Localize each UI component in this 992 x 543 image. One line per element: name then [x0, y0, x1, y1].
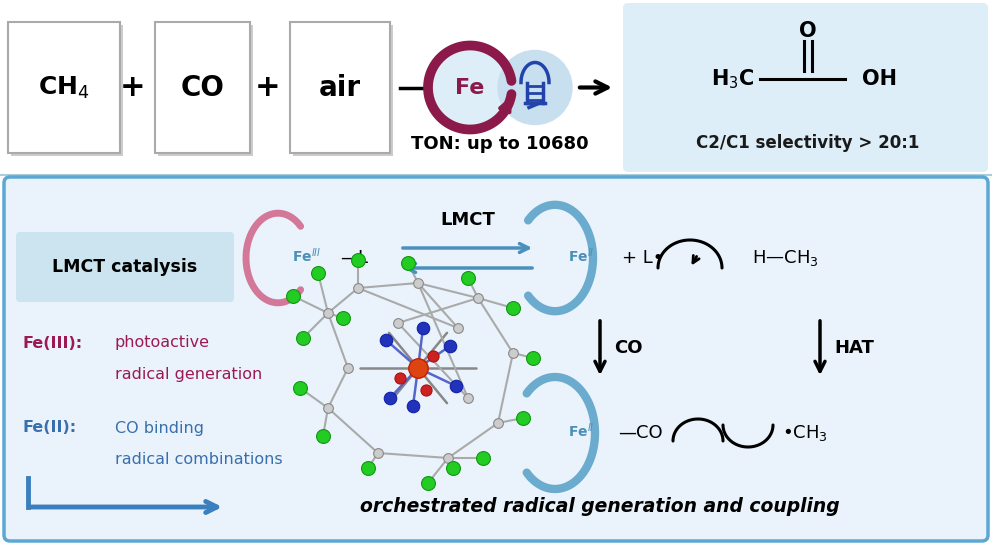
- Bar: [290, 22, 390, 153]
- Text: + L•: + L•: [622, 249, 664, 267]
- Text: C2/C1 selectivity > 20:1: C2/C1 selectivity > 20:1: [696, 135, 920, 153]
- Text: CO binding: CO binding: [115, 420, 204, 435]
- Text: HAT: HAT: [834, 339, 874, 357]
- Bar: [155, 22, 250, 153]
- Text: +: +: [255, 73, 281, 102]
- Text: Fe$^{II}$: Fe$^{II}$: [568, 247, 594, 266]
- Text: LMCT: LMCT: [440, 211, 495, 229]
- Text: Fe(II):: Fe(II):: [22, 420, 76, 435]
- Text: Fe$^{II}$: Fe$^{II}$: [568, 422, 594, 440]
- Text: air: air: [319, 73, 361, 102]
- Text: CO: CO: [614, 339, 643, 357]
- Text: —CO: —CO: [618, 424, 663, 442]
- Text: •CH$_3$: •CH$_3$: [782, 423, 828, 443]
- Text: CH$_4$: CH$_4$: [38, 74, 90, 100]
- Bar: [0, 0, 992, 175]
- Text: H$_3$C: H$_3$C: [711, 67, 755, 91]
- Text: radical generation: radical generation: [115, 368, 262, 382]
- Text: +: +: [120, 73, 146, 102]
- Circle shape: [498, 50, 572, 124]
- Text: OH: OH: [862, 69, 897, 89]
- Bar: [158, 25, 253, 156]
- FancyBboxPatch shape: [16, 232, 234, 302]
- FancyBboxPatch shape: [4, 177, 988, 541]
- Text: LMCT catalysis: LMCT catalysis: [53, 258, 197, 276]
- Text: radical combinations: radical combinations: [115, 452, 283, 468]
- Text: Fe$^{III}$: Fe$^{III}$: [292, 247, 321, 266]
- Text: photoactive: photoactive: [115, 336, 210, 350]
- Text: —L: —L: [340, 249, 368, 267]
- FancyBboxPatch shape: [623, 3, 988, 172]
- Text: TON: up to 10680: TON: up to 10680: [412, 135, 589, 153]
- Text: orchestrated radical generation and coupling: orchestrated radical generation and coup…: [360, 497, 840, 516]
- Bar: [11, 25, 123, 156]
- Circle shape: [431, 48, 509, 127]
- Bar: [293, 25, 393, 156]
- Bar: [8, 22, 120, 153]
- Text: O: O: [800, 21, 816, 41]
- Text: Fe(III):: Fe(III):: [22, 336, 82, 350]
- Text: CO: CO: [181, 73, 224, 102]
- Text: Fe: Fe: [455, 78, 485, 98]
- Text: H—CH$_3$: H—CH$_3$: [752, 248, 818, 268]
